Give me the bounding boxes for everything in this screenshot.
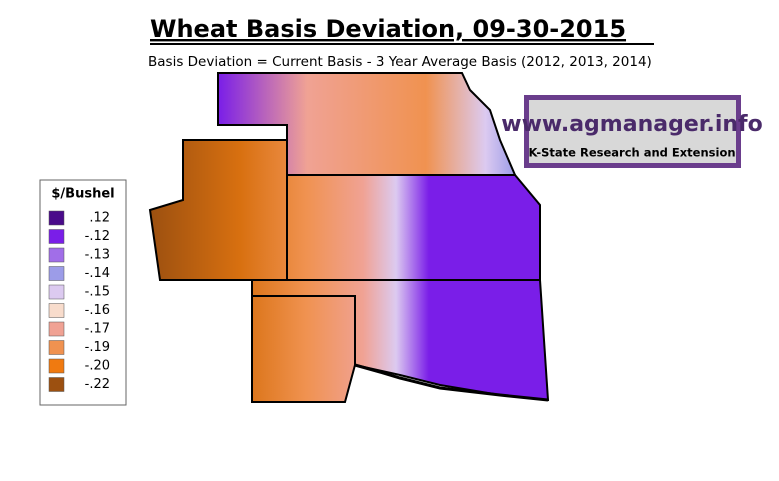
- legend-swatch: [48, 303, 65, 318]
- logo-bg: [529, 100, 736, 163]
- logo-org: K-State Research and Extension: [528, 146, 735, 160]
- legend-swatch: [48, 321, 65, 337]
- subtitle: Basis Deviation = Current Basis - 3 Year…: [148, 54, 652, 70]
- legend-swatch: [48, 210, 65, 226]
- nebraska: [217, 72, 517, 176]
- title: Wheat Basis Deviation, 09-30-2015: [150, 15, 626, 43]
- legend-label: -.13: [85, 248, 110, 263]
- legend-swatch: [48, 284, 65, 300]
- legend-label: .12: [89, 211, 110, 226]
- legend-label: -.15: [85, 285, 110, 300]
- legend-swatch: [48, 377, 65, 392]
- legend-swatch: [48, 358, 65, 374]
- texas-panhandle: [251, 295, 356, 403]
- legend-swatch: [48, 340, 65, 355]
- colorado: [148, 139, 288, 281]
- legend-label: -.14: [85, 266, 110, 281]
- legend: $/Bushel .12 -.12 -.13 -.14 -.15 -.16 -.17 -.19…: [39, 179, 127, 406]
- legend-label: -.19: [85, 340, 110, 355]
- kansas: [286, 174, 541, 281]
- legend-swatch: [48, 266, 65, 281]
- logo-url: www.agmanager.info: [501, 112, 762, 137]
- legend-label: -.12: [85, 229, 110, 244]
- legend-swatch: [48, 247, 65, 263]
- legend-label: -.17: [85, 322, 110, 337]
- red-river: [354, 363, 549, 402]
- legend-label: -.22: [85, 377, 110, 392]
- legend-label: -.16: [85, 303, 110, 318]
- legend-title: $/Bushel: [51, 187, 114, 202]
- map: [148, 72, 550, 403]
- legend-label: -.20: [85, 359, 110, 374]
- logo: www.agmanager.info K-State Research and …: [501, 95, 763, 168]
- legend-swatch: [48, 229, 65, 244]
